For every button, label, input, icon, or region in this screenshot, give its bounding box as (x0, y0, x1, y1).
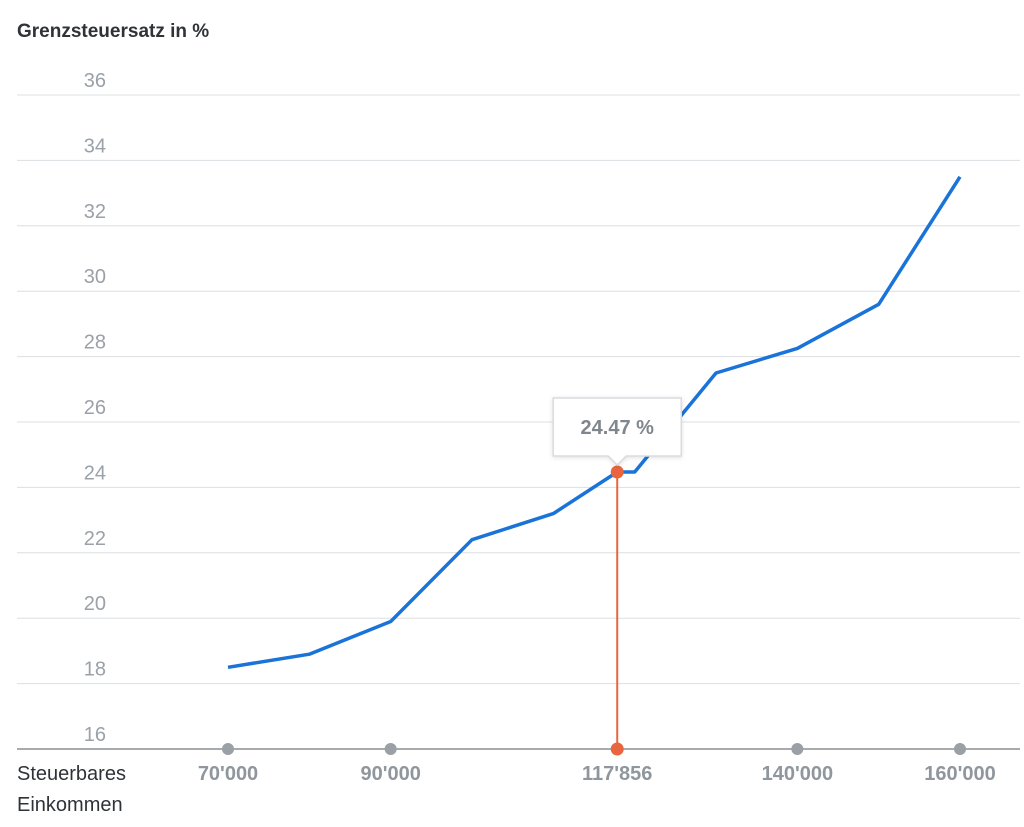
y-axis-title: Grenzsteuersatz in % (17, 21, 209, 42)
x-axis-title-line-2: Einkommen (17, 794, 123, 816)
marker-axis-point[interactable] (610, 742, 624, 756)
y-tick-label-24: 24 (84, 462, 106, 484)
tooltip-value: 24.47 % (581, 417, 655, 439)
x-tick-dot-140000[interactable] (791, 743, 804, 755)
tooltip-box (552, 397, 682, 467)
value-tooltip: 24.47 % (552, 397, 682, 467)
y-tick-labels: 16 18 20 22 24 26 28 30 32 34 36 (84, 70, 106, 746)
y-tick-label-22: 22 (84, 528, 106, 550)
x-tick-dot-90000[interactable] (384, 743, 397, 755)
x-axis-title-line-1: Steuerbares (17, 763, 126, 785)
marker-point[interactable] (610, 465, 624, 479)
x-tick-label-160000: 160'000 (924, 763, 996, 785)
y-tick-label-36: 36 (84, 70, 106, 92)
y-tick-label-20: 20 (84, 593, 106, 615)
y-tick-label-34: 34 (84, 135, 106, 157)
x-tick-label-140000: 140'000 (762, 763, 834, 785)
y-tick-label-16: 16 (84, 724, 106, 746)
x-tick-label-90000: 90'000 (360, 763, 420, 785)
y-tick-label-26: 26 (84, 397, 106, 419)
y-tick-label-30: 30 (84, 266, 106, 288)
x-tick-label-117856: 117'856 (582, 763, 652, 785)
x-tick-label-70000: 70'000 (198, 763, 258, 785)
x-ticks: 70'000 90'000 117'856 140'000 160'000 (198, 743, 996, 785)
gridlines (17, 94, 1020, 685)
y-tick-label-18: 18 (84, 659, 106, 681)
x-tick-dot-160000[interactable] (954, 743, 966, 755)
y-tick-label-32: 32 (84, 201, 106, 223)
x-tick-dot-70000[interactable] (222, 743, 234, 755)
y-tick-label-28: 28 (84, 332, 106, 354)
